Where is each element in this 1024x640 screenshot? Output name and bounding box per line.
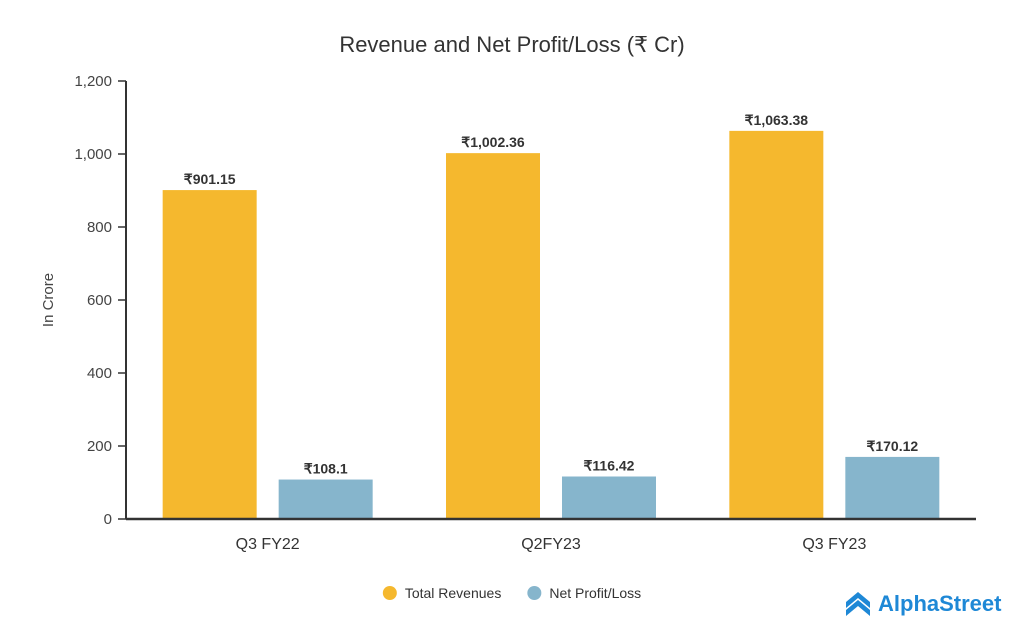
bar-total-revenues: [446, 153, 540, 519]
bar-value-label: ₹901.15: [184, 171, 236, 187]
y-tick-label: 1,200: [74, 73, 112, 90]
legend: Total Revenues Net Profit/Loss: [382, 585, 641, 601]
y-tick-label: 0: [104, 511, 112, 528]
chart-title: Revenue and Net Profit/Loss (₹ Cr): [339, 32, 684, 57]
legend-item: Net Profit/Loss: [527, 585, 641, 601]
alphastreet-logo-icon: [846, 592, 870, 616]
y-axis-ticks: 0 200 400 600 800 1,000 1,200: [74, 73, 126, 528]
x-category-label: Q3 FY23: [802, 536, 866, 553]
bar-total-revenues: [162, 190, 257, 519]
bars-group: [162, 130, 940, 519]
legend-label: Net Profit/Loss: [549, 585, 641, 601]
legend-marker: [382, 586, 397, 600]
legend-item: Total Revenues: [382, 585, 502, 601]
y-axis-label: In Crore: [40, 273, 57, 327]
x-category-label: Q2FY23: [521, 536, 581, 553]
y-tick-label: 600: [87, 292, 112, 309]
legend-label: Total Revenues: [405, 585, 502, 601]
legend-marker: [527, 586, 542, 600]
category-labels-group: Q3 FY22 Q2FY23 Q3 FY23: [236, 536, 867, 553]
y-tick-label: 200: [87, 438, 112, 455]
brand-logo: AlphaStreet: [846, 591, 1002, 616]
bar-value-label: ₹1,002.36: [461, 134, 525, 150]
y-tick-label: 800: [87, 219, 112, 236]
bar-value-label: ₹1,063.38: [745, 112, 809, 128]
bar-value-label: ₹116.42: [584, 458, 635, 474]
bar-total-revenues: [729, 130, 824, 519]
bar-value-label: ₹170.12: [866, 438, 918, 454]
bar-labels-group: ₹901.15 ₹108.1 ₹1,002.36 ₹116.42 ₹1,063.38 ₹1…: [184, 112, 919, 477]
bar-net-profit-loss: [278, 479, 373, 519]
y-tick-label: 1,000: [74, 146, 112, 163]
brand-name: AlphaStreet: [878, 591, 1002, 616]
x-category-label: Q3 FY22: [236, 536, 300, 553]
bar-value-label: ₹108.1: [304, 461, 348, 477]
bar-net-profit-loss: [562, 476, 656, 519]
bar-net-profit-loss: [845, 456, 940, 519]
y-tick-label: 400: [87, 365, 112, 382]
